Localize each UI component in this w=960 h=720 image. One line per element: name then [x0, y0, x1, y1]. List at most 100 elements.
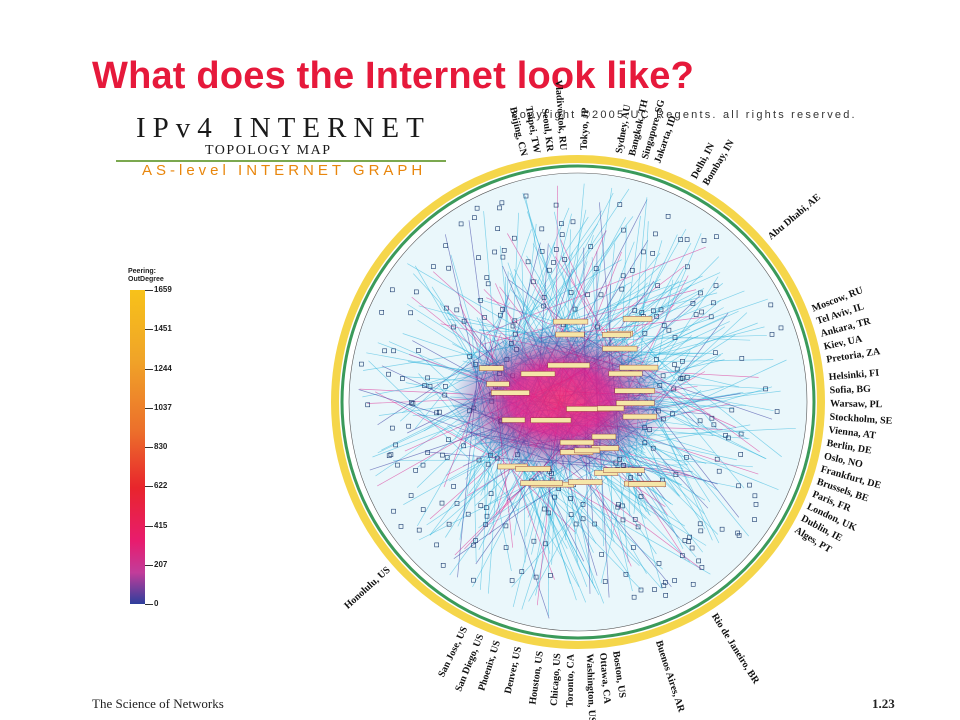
as-node [552, 494, 558, 500]
as-link [516, 242, 541, 333]
as-node [699, 309, 705, 315]
as-node [497, 205, 502, 211]
as-node [689, 545, 695, 551]
as-link [633, 451, 719, 535]
as-node [615, 504, 621, 510]
as-node [461, 318, 467, 324]
as-node [698, 290, 703, 296]
as-node [725, 435, 731, 441]
as-node [653, 357, 659, 362]
as-node [709, 415, 715, 421]
as-node [631, 545, 636, 550]
as-node [406, 423, 412, 429]
as-node [652, 587, 657, 592]
core-as-label [616, 400, 655, 406]
as-node [473, 538, 478, 543]
as-node [484, 513, 490, 519]
core-as-label [628, 481, 666, 487]
as-node [747, 482, 752, 488]
as-node [454, 501, 460, 506]
as-link [468, 220, 488, 360]
as-node [434, 542, 440, 548]
as-node [440, 452, 445, 458]
core-as-label [591, 433, 617, 440]
legend-value: 0 [154, 599, 159, 608]
as-node [443, 243, 449, 248]
as-node [672, 578, 677, 583]
as-node [442, 392, 448, 398]
as-node [672, 335, 678, 340]
as-node [553, 247, 559, 252]
as-node [425, 450, 431, 455]
as-node [420, 507, 426, 512]
as-node [682, 538, 688, 543]
as-link [555, 185, 558, 342]
as-node [413, 467, 419, 473]
as-node [623, 571, 629, 577]
as-node [485, 461, 491, 467]
legend-title-line-1: Peering: [128, 268, 157, 275]
as-node [546, 267, 552, 273]
as-node [753, 502, 759, 507]
as-node [478, 503, 484, 509]
as-node [602, 579, 608, 584]
as-node [656, 561, 662, 566]
as-node [714, 456, 720, 462]
as-node [738, 452, 744, 457]
as-node [595, 324, 600, 330]
as-node [454, 307, 460, 313]
core-as-label [622, 413, 657, 420]
as-node [580, 516, 586, 522]
as-node [388, 452, 394, 457]
as-node [389, 425, 395, 431]
legend-tick [145, 564, 153, 566]
as-node [483, 505, 489, 511]
as-node [769, 332, 775, 337]
legend-tick [145, 447, 153, 448]
city-label: Houston, US [527, 650, 545, 705]
as-node [488, 491, 494, 497]
as-link [628, 464, 688, 466]
as-node [382, 348, 387, 354]
as-node [729, 407, 735, 413]
as-node [399, 376, 405, 381]
as-node [593, 266, 599, 272]
as-node [562, 257, 568, 262]
as-node [684, 264, 690, 270]
as-link [575, 464, 707, 546]
core-as-label [520, 371, 556, 377]
as-node [458, 221, 464, 227]
as-node [654, 314, 660, 319]
core-as-label [555, 331, 585, 338]
as-node [495, 226, 501, 231]
as-node [697, 521, 703, 527]
as-node [551, 260, 556, 265]
as-node [408, 310, 414, 316]
core-as-label [491, 390, 530, 396]
as-node [398, 524, 404, 529]
as-node [472, 215, 477, 220]
core-as-label [608, 370, 643, 377]
legend-value: 622 [154, 481, 168, 491]
as-node [708, 314, 714, 320]
legend-tick [145, 525, 153, 527]
as-node [503, 545, 509, 550]
map-graphics [331, 155, 825, 649]
as-node [629, 267, 635, 273]
as-node [439, 500, 445, 506]
legend-tick [145, 604, 153, 605]
as-node [666, 327, 672, 333]
legend-value: 1037 [154, 402, 172, 412]
city-label: Warsaw, PL [830, 398, 883, 410]
as-node [580, 501, 586, 507]
as-node [497, 312, 503, 318]
city-label: Washington, US [584, 654, 597, 720]
as-node [539, 249, 545, 254]
legend-color-bar [130, 290, 145, 604]
as-link [498, 464, 550, 619]
outer-ring-yellow [331, 155, 825, 649]
as-node [752, 517, 757, 522]
as-node [431, 264, 436, 269]
core-as-label [602, 345, 638, 352]
as-node [519, 569, 525, 574]
